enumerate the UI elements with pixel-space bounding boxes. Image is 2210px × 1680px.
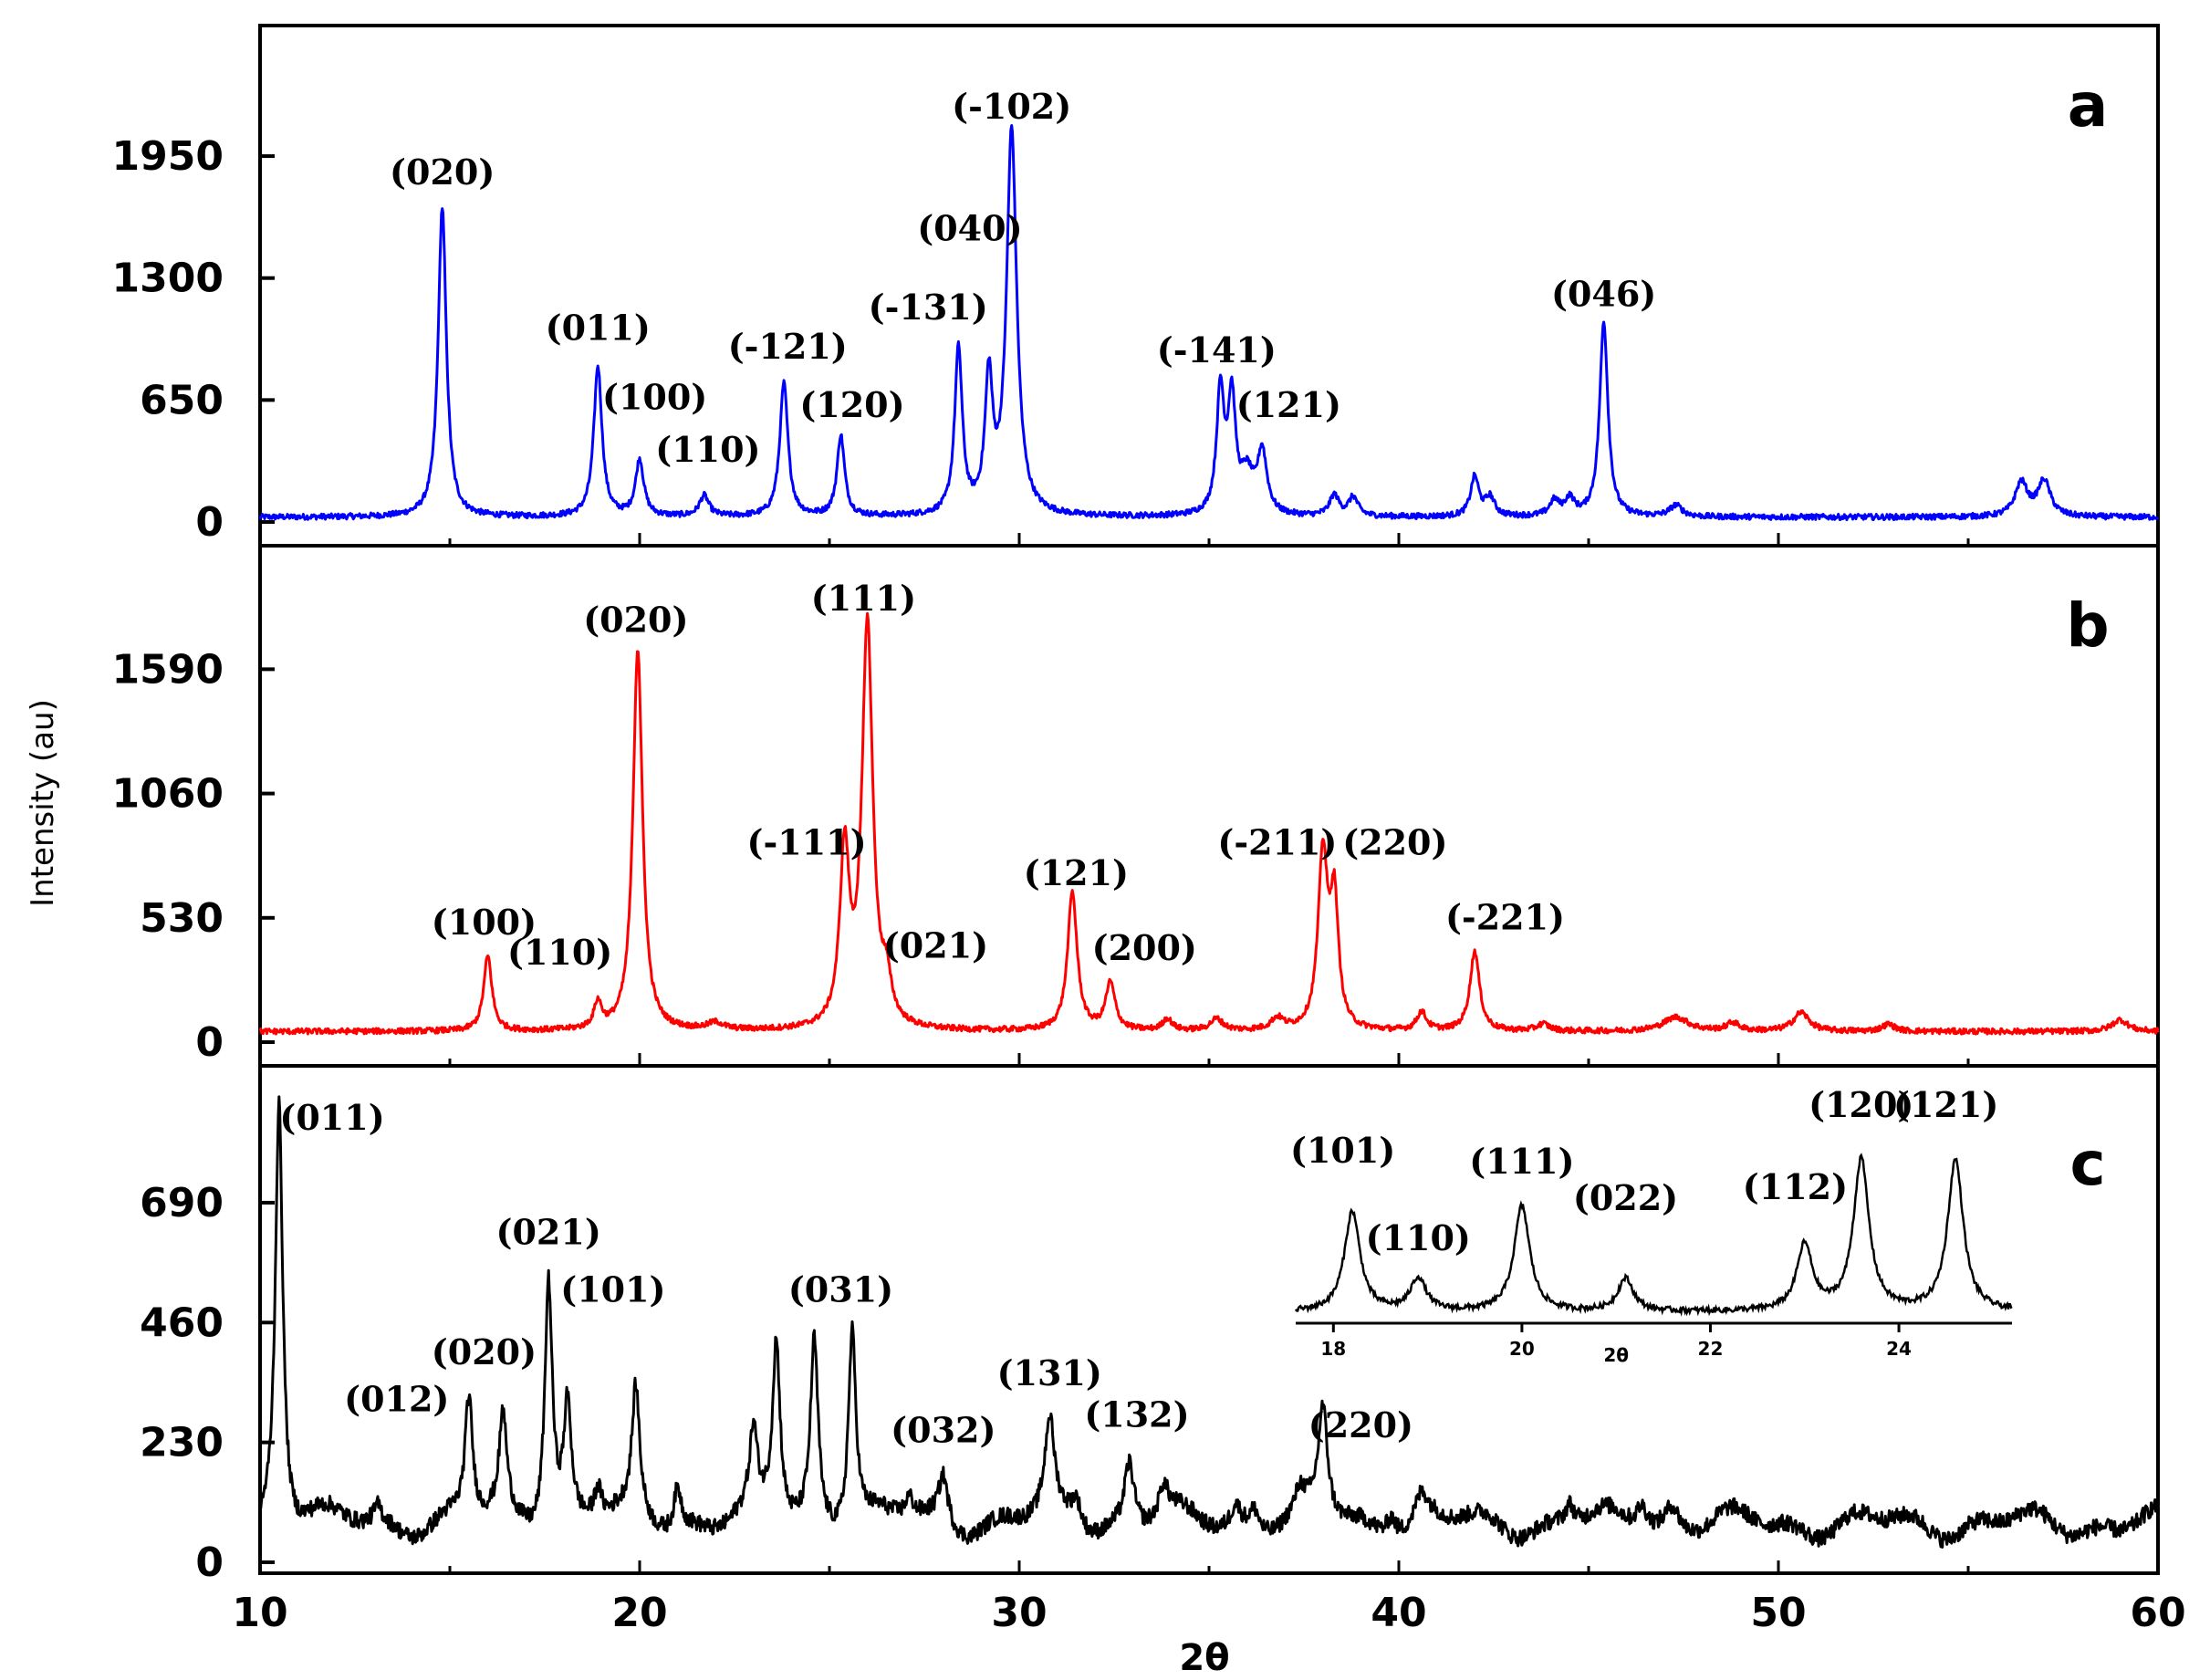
peak-label: (-141)	[1157, 329, 1277, 370]
peak-label: (100)	[432, 902, 537, 943]
peak-label: (-131)	[869, 287, 988, 328]
peak-label: (-211)	[1217, 821, 1337, 862]
inset-peak-label: (101)	[1290, 1130, 1395, 1171]
peak-label: (-121)	[728, 326, 848, 367]
peak-label: (121)	[1024, 852, 1129, 893]
peak-label: (101)	[560, 1268, 665, 1310]
inset-x-tick-label: 20	[1509, 1338, 1535, 1360]
x-tick-label: 60	[2130, 1590, 2185, 1636]
y-tick-label-b: 1590	[112, 646, 224, 693]
panel-c: 0 230 460 690 (011) (012) (020) (021) (101) (031)…	[140, 1064, 2160, 1586]
xrd-pattern-b	[258, 611, 2160, 1036]
peak-label: (220)	[1342, 821, 1447, 862]
peak-label: (020)	[432, 1331, 537, 1372]
peak-label: (031)	[788, 1268, 893, 1310]
x-tick-label: 10	[232, 1590, 287, 1636]
x-tick-label: 20	[611, 1590, 667, 1636]
inset-peak-label: (022)	[1573, 1177, 1678, 1218]
inset-peak-label: (121)	[1893, 1084, 1998, 1125]
peak-label: (032)	[891, 1410, 996, 1451]
y-tick-label-b: 1060	[112, 771, 224, 818]
inset-x-tick-label: 18	[1320, 1338, 1346, 1360]
peak-label: (012)	[344, 1378, 449, 1419]
inset-peak-label: (111)	[1469, 1141, 1574, 1182]
y-tick-label-a: 1300	[112, 256, 224, 302]
x-tick-label: 40	[1371, 1590, 1426, 1636]
y-tick-label-c: 0	[195, 1539, 224, 1586]
panel-b: 0 530 1060 1590 (100)(110) (020) (-111) (111) (0…	[112, 544, 2160, 1066]
peak-label: (100)	[602, 377, 707, 418]
inset-peak-label: (112)	[1743, 1166, 1848, 1207]
x-tick-label: 30	[991, 1590, 1047, 1636]
inset-plot: 18 20 22 24 2θ (101) (110) (111)(022) (112) (120)…	[1290, 1084, 2013, 1366]
peak-label: (120)	[799, 384, 904, 425]
y-tick-label-a: 0	[195, 499, 224, 546]
xrd-pattern-a	[258, 124, 2160, 522]
y-axis-title: Intensity (au)	[25, 699, 61, 907]
peak-label: (020)	[583, 599, 688, 640]
x-axis-title: 2θ	[1179, 1637, 1229, 1679]
peak-label: (020)	[390, 151, 495, 193]
peak-label: (011)	[279, 1097, 384, 1138]
y-tick-label-a: 650	[140, 377, 224, 423]
peak-label: (131)	[997, 1352, 1102, 1393]
peak-label: (-111)	[747, 821, 867, 862]
peak-label: (046)	[1551, 274, 1656, 315]
peak-label: (132)	[1084, 1394, 1189, 1435]
inset-peak-label: (120)	[1809, 1084, 1913, 1125]
peak-label: (200)	[1092, 927, 1197, 968]
panel-letter-b: b	[2066, 590, 2109, 661]
peak-label: (-102)	[952, 86, 1071, 127]
y-tick-label-b: 530	[140, 895, 224, 942]
peak-label: (021)	[496, 1212, 601, 1253]
peak-label: (021)	[883, 924, 988, 965]
y-tick-label-c: 690	[140, 1180, 224, 1226]
panel-letter-a: a	[2068, 70, 2109, 141]
inset-x-title: 2θ	[1603, 1344, 1629, 1366]
peak-label: (040)	[917, 208, 1022, 249]
peak-label: (220)	[1308, 1404, 1413, 1445]
peak-label: (011)	[546, 308, 651, 349]
peak-label: (-221)	[1445, 897, 1565, 938]
x-axis: 10 20 30 40 50 60	[232, 1590, 2185, 1636]
y-tick-label-c: 230	[140, 1420, 224, 1466]
peak-label: (110)	[655, 429, 760, 470]
peak-label: (110)	[507, 932, 612, 973]
x-tick-label: 50	[1750, 1590, 1806, 1636]
panel-letter-c: c	[2069, 1129, 2105, 1199]
y-tick-label-a: 1950	[112, 133, 224, 180]
inset-x-tick-label: 24	[1886, 1338, 1912, 1360]
y-tick-label-b: 0	[195, 1019, 224, 1066]
inset-x-tick-label: 22	[1698, 1338, 1724, 1360]
inset-peak-label: (110)	[1366, 1217, 1471, 1258]
xrd-pattern-c	[258, 1095, 2160, 1549]
peak-label: (111)	[811, 578, 916, 619]
y-tick-label-c: 460	[140, 1299, 224, 1346]
panel-a: 0 650 1300 1950 (020) (011) (100) (110) (-121) (1…	[112, 70, 2160, 546]
inset-pattern	[1294, 1153, 2013, 1317]
peak-label: (121)	[1236, 384, 1341, 425]
